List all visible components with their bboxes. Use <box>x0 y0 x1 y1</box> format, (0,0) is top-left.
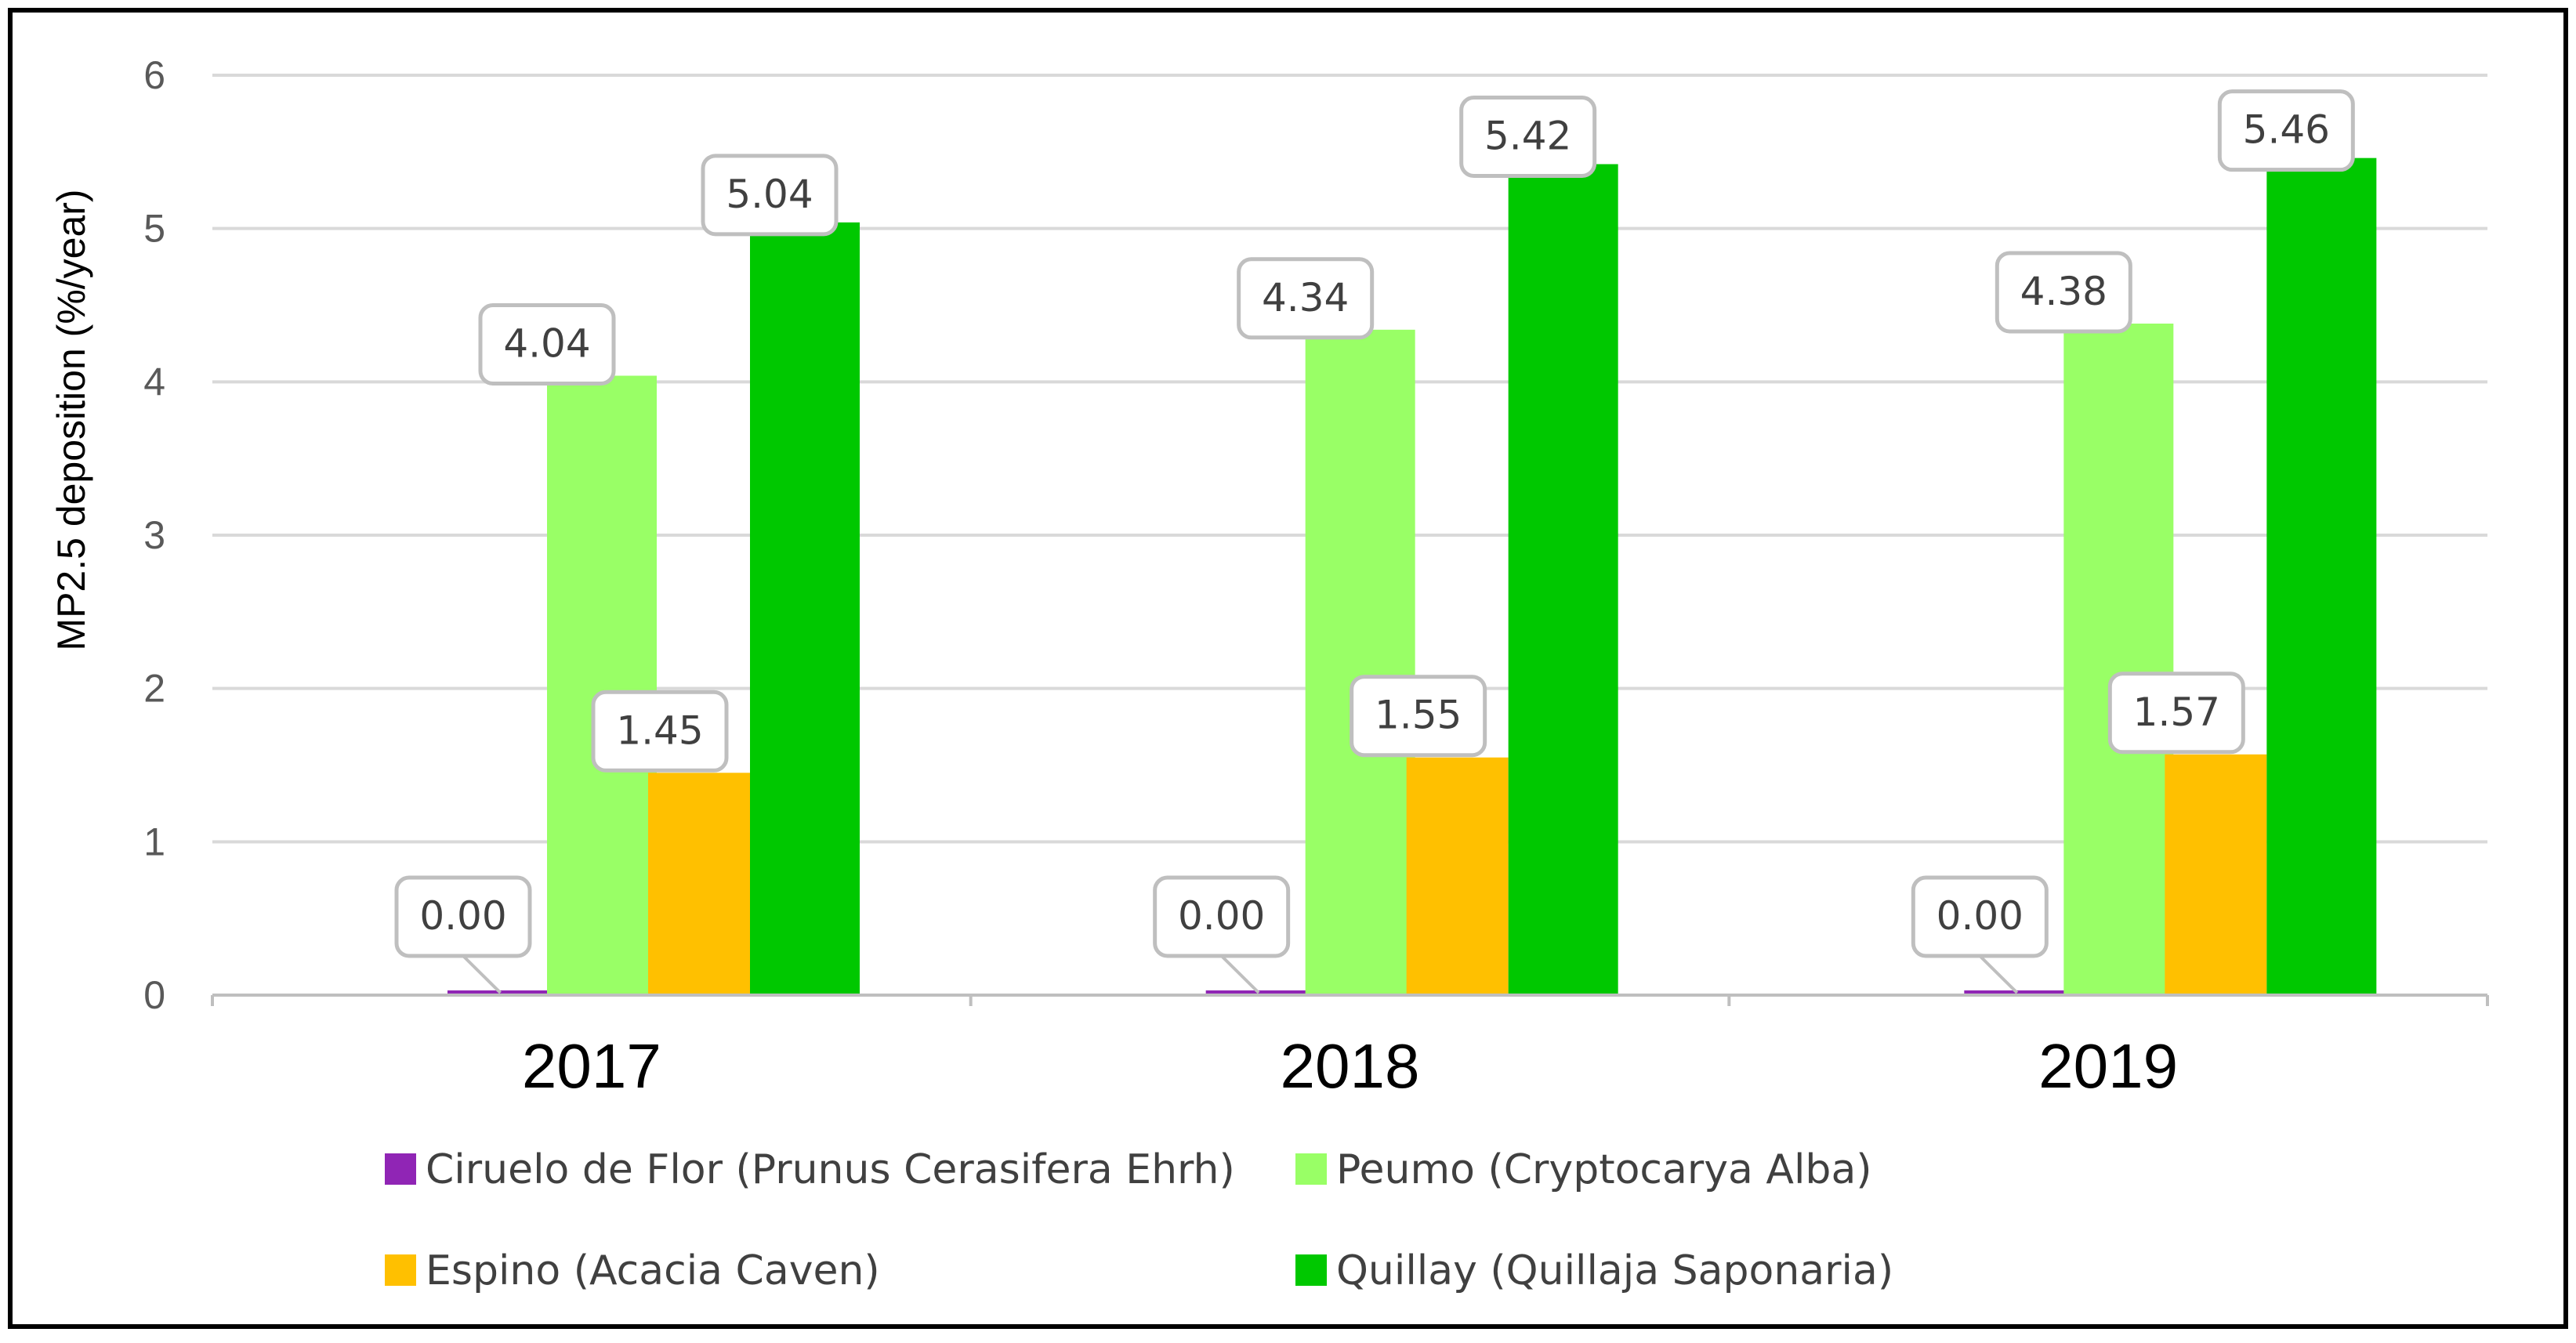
data-label: 5.46 <box>2243 107 2330 153</box>
data-label-box <box>1994 251 2132 334</box>
data-label: 1.55 <box>1375 693 1462 738</box>
data-label-box <box>2107 672 2245 755</box>
legend-label: Quillay (Quillaja Saponaria) <box>1336 1247 1893 1294</box>
legend-swatch <box>1295 1254 1327 1286</box>
y-tick-label: 1 <box>143 820 165 863</box>
legend-swatch <box>1295 1153 1327 1185</box>
data-label: 0.00 <box>1178 893 1265 939</box>
y-tick-label: 3 <box>143 513 165 557</box>
data-label-box <box>701 154 839 237</box>
legend-swatch <box>385 1254 416 1286</box>
bar <box>547 375 657 995</box>
data-label: 5.42 <box>1484 113 1571 158</box>
bar <box>1406 757 1509 995</box>
data-label: 0.00 <box>419 893 506 939</box>
data-label-box <box>478 303 616 386</box>
y-axis-title: MP2.5 deposition (%/year) <box>49 189 93 650</box>
data-label-box <box>1237 257 1375 340</box>
bar <box>648 773 750 995</box>
x-tick-label: 2018 <box>1281 1031 1420 1101</box>
bar <box>2165 754 2267 995</box>
bar <box>1508 164 1618 995</box>
bar <box>750 222 860 996</box>
bar <box>2063 323 2174 996</box>
legend-layer: Ciruelo de Flor (Prunus Cerasifera Ehrh)… <box>385 1146 1893 1294</box>
data-label: 4.34 <box>1262 275 1349 320</box>
data-label-box <box>591 690 729 773</box>
y-tick-label: 0 <box>143 973 165 1017</box>
data-label-box <box>1911 875 2049 958</box>
x-tick-label: 2017 <box>522 1031 661 1101</box>
chart-frame: 0 1 2 3 4 5 6 2017 2018 2019 0.00 4.04 1.45 5.04 0.00… <box>8 8 2568 1329</box>
data-label: 1.57 <box>2133 690 2220 735</box>
data-label-box <box>1153 875 1291 958</box>
axis-layer: 0 1 2 3 4 5 6 2017 2018 2019 <box>143 53 2489 1101</box>
data-label: 4.04 <box>503 321 590 367</box>
y-tick-label: 6 <box>143 53 165 97</box>
legend-label: Ciruelo de Flor (Prunus Cerasifera Ehrh) <box>426 1146 1235 1193</box>
legend-swatch <box>385 1153 416 1185</box>
bar <box>2266 157 2377 995</box>
data-label-leader <box>462 954 502 994</box>
data-label: 5.04 <box>726 172 813 217</box>
data-label-leader <box>1978 954 2019 994</box>
y-tick-label: 2 <box>143 667 165 711</box>
bar-layer <box>447 157 2377 996</box>
y-tick-label: 4 <box>143 360 165 404</box>
bar <box>1305 329 1415 996</box>
data-label-box <box>1459 95 1597 178</box>
data-label-box <box>1350 675 1487 758</box>
y-tick-label: 5 <box>143 207 165 251</box>
data-label-box <box>394 875 532 958</box>
label-layer: 0.00 4.04 1.45 5.04 0.00 4.34 1.55 5.42 0.00 4.38… <box>394 89 2355 994</box>
legend-label: Peumo (Cryptocarya Alba) <box>1336 1146 1872 1193</box>
data-label: 4.38 <box>2020 269 2107 314</box>
data-label: 1.45 <box>616 708 703 753</box>
data-label: 0.00 <box>1937 893 2023 939</box>
data-label-leader <box>1220 954 1260 994</box>
x-tick-label: 2019 <box>2038 1031 2178 1101</box>
data-label-box <box>2217 89 2355 172</box>
legend-label: Espino (Acacia Caven) <box>426 1247 880 1294</box>
